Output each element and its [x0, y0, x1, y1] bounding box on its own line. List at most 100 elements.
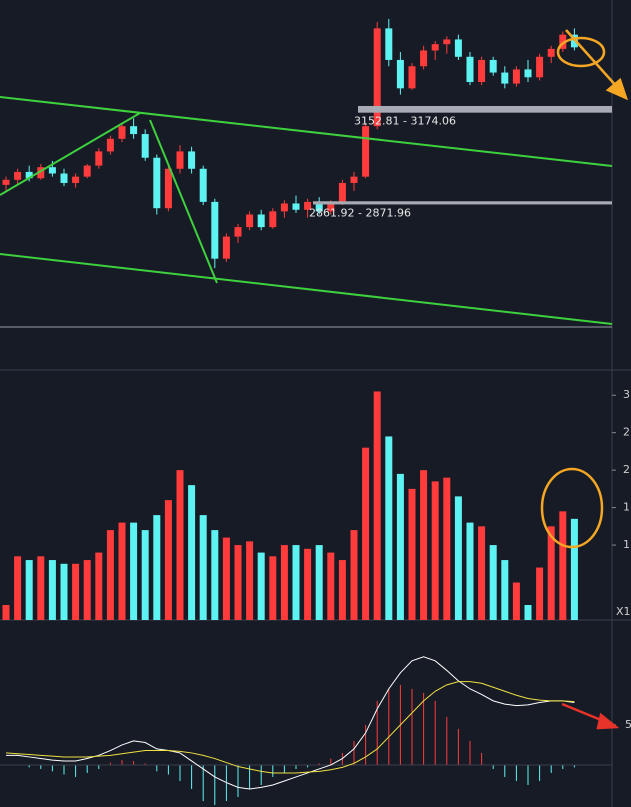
candle-body	[199, 168, 207, 202]
arrow-head	[596, 712, 620, 730]
volume-bar	[176, 470, 184, 620]
volume-bar	[269, 556, 277, 620]
drawings	[0, 96, 613, 325]
y-tick-label: 5	[625, 718, 631, 731]
volume-bar	[466, 522, 474, 620]
price-zone	[358, 105, 612, 113]
candle-body	[25, 171, 33, 179]
volume-bar	[408, 488, 416, 620]
y-tick-label: 3	[623, 388, 630, 401]
price-zone	[313, 201, 612, 205]
volume-bar	[292, 545, 300, 620]
candle-body	[536, 56, 544, 78]
volume-bar	[570, 518, 578, 620]
volume-bar	[501, 560, 509, 620]
candle-body	[559, 34, 567, 49]
volume-bar	[83, 560, 91, 620]
candle-body	[385, 28, 393, 60]
candle-body	[130, 126, 138, 135]
candle-body	[396, 59, 404, 89]
candle-body	[211, 201, 219, 259]
volume-bar	[2, 605, 10, 620]
volume-bar	[512, 582, 520, 620]
volume-bar	[60, 563, 68, 620]
candle-body	[141, 134, 149, 158]
macd-line	[6, 656, 575, 790]
candle-body	[350, 176, 358, 183]
candle-body	[2, 179, 10, 185]
volume-bar	[164, 500, 172, 620]
volume-bar	[37, 556, 45, 620]
candle-body	[269, 211, 277, 228]
volume-bar	[478, 526, 486, 620]
candle-body	[164, 168, 172, 209]
annotations	[540, 29, 629, 730]
candle-body	[489, 59, 497, 73]
marks: 3152.81 - 3174.06 2861.92 - 2871.96 3 2 2 1 1 X…	[0, 18, 631, 805]
arrow-head	[605, 77, 629, 101]
y-tick-label: 2	[623, 463, 630, 476]
volume-bar	[373, 391, 381, 620]
candle-body	[501, 72, 509, 84]
macd-line	[5, 681, 575, 774]
candle-body	[524, 69, 532, 78]
volume-bar	[559, 511, 567, 620]
volume-bar	[25, 560, 33, 620]
volume-bar	[199, 515, 207, 620]
candle-body	[234, 227, 242, 237]
volume-bar	[454, 496, 462, 620]
volume-bar	[14, 556, 22, 620]
candle-body	[431, 44, 439, 51]
candle-body	[153, 157, 161, 209]
candle-body	[257, 214, 265, 228]
volume-bar	[211, 530, 219, 620]
candle-body	[547, 48, 555, 57]
arrow	[561, 702, 607, 724]
candle-body	[478, 59, 486, 83]
candle-body	[60, 173, 68, 183]
volume-bar	[106, 530, 114, 620]
volume-bar	[524, 605, 532, 620]
volume-bar	[304, 548, 312, 620]
volume-unit: X1	[616, 605, 631, 618]
candle-body	[315, 201, 323, 212]
volume-bar	[327, 552, 335, 620]
candle-body	[373, 28, 381, 127]
candle-body	[466, 56, 474, 83]
candle-body	[72, 176, 80, 183]
candle-body	[420, 50, 428, 67]
highlight-ellipse	[540, 467, 604, 549]
candle-body	[37, 167, 45, 179]
candle-body	[408, 66, 416, 89]
volume-bar	[536, 567, 544, 620]
trend-line	[0, 253, 613, 325]
candle-body	[327, 203, 335, 212]
volume-bar	[48, 560, 56, 620]
candle-body	[48, 167, 56, 174]
candle-body	[222, 236, 230, 259]
candle-body	[106, 138, 114, 152]
volume-bar	[350, 530, 358, 620]
volume-bar	[130, 522, 138, 620]
volume-bar	[118, 522, 126, 620]
volume-bar	[443, 477, 451, 620]
volume-bar	[362, 447, 370, 620]
candle-body	[512, 69, 520, 84]
volume-bar	[222, 537, 230, 620]
price-zone-label: 3152.81 - 3174.06	[354, 115, 456, 128]
volume-bar	[153, 515, 161, 620]
y-tick-label: 1	[623, 501, 630, 514]
candle-body	[292, 203, 300, 210]
candle-body	[280, 203, 288, 212]
volume-bar	[385, 436, 393, 620]
volume-bar	[431, 481, 439, 620]
volume-bar	[188, 485, 196, 620]
volume-bar	[141, 530, 149, 620]
volume-bar	[396, 473, 404, 620]
trend-line	[0, 112, 141, 196]
volume-bar	[420, 470, 428, 620]
volume-bar	[95, 552, 103, 620]
